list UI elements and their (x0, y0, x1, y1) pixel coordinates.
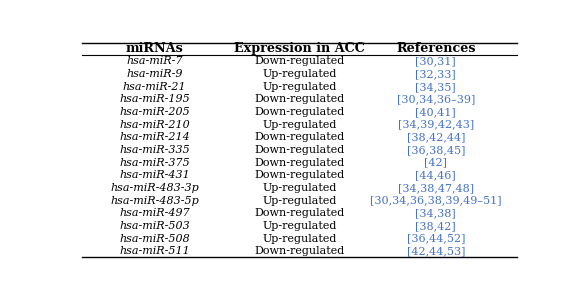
Text: hsa-miR-205: hsa-miR-205 (119, 107, 190, 117)
Text: [40,41]: [40,41] (415, 107, 456, 117)
Text: Up-regulated: Up-regulated (263, 233, 337, 244)
Text: [30,34,36–39]: [30,34,36–39] (397, 94, 475, 105)
Text: Down-regulated: Down-regulated (254, 145, 345, 155)
Text: hsa-miR-335: hsa-miR-335 (119, 145, 190, 155)
Text: [30,31]: [30,31] (415, 56, 456, 67)
Text: Up-regulated: Up-regulated (263, 120, 337, 130)
Text: hsa-miR-214: hsa-miR-214 (119, 132, 190, 142)
Text: Up-regulated: Up-regulated (263, 221, 337, 231)
Text: hsa-miR-508: hsa-miR-508 (119, 233, 190, 244)
Text: [30,34,36,38,39,49–51]: [30,34,36,38,39,49–51] (370, 195, 502, 206)
Text: miRNAs: miRNAs (126, 42, 184, 55)
Text: Up-regulated: Up-regulated (263, 195, 337, 206)
Text: hsa-miR-483-5p: hsa-miR-483-5p (111, 195, 199, 206)
Text: hsa-miR-503: hsa-miR-503 (119, 221, 190, 231)
Text: Up-regulated: Up-regulated (263, 183, 337, 193)
Text: [38,42,44]: [38,42,44] (407, 132, 465, 142)
Text: Up-regulated: Up-regulated (263, 69, 337, 79)
Text: Down-regulated: Down-regulated (254, 107, 345, 117)
Text: Down-regulated: Down-regulated (254, 132, 345, 142)
Text: Down-regulated: Down-regulated (254, 56, 345, 67)
Text: [34,35]: [34,35] (415, 82, 456, 92)
Text: [32,33]: [32,33] (415, 69, 456, 79)
Text: hsa-miR-21: hsa-miR-21 (123, 82, 187, 92)
Text: hsa-miR-195: hsa-miR-195 (119, 94, 190, 105)
Text: [34,39,42,43]: [34,39,42,43] (398, 120, 474, 130)
Text: Up-regulated: Up-regulated (263, 82, 337, 92)
Text: hsa-miR-210: hsa-miR-210 (119, 120, 190, 130)
Text: [44,46]: [44,46] (415, 170, 456, 180)
Text: hsa-miR-511: hsa-miR-511 (119, 246, 190, 256)
Text: Down-regulated: Down-regulated (254, 170, 345, 180)
Text: [42,44,53]: [42,44,53] (407, 246, 465, 256)
Text: Expression in ACC: Expression in ACC (235, 42, 365, 55)
Text: [34,38,47,48]: [34,38,47,48] (398, 183, 474, 193)
Text: hsa-miR-431: hsa-miR-431 (119, 170, 190, 180)
Text: hsa-miR-497: hsa-miR-497 (119, 208, 190, 218)
Text: Down-regulated: Down-regulated (254, 208, 345, 218)
Text: [36,44,52]: [36,44,52] (407, 233, 465, 244)
Text: Down-regulated: Down-regulated (254, 94, 345, 105)
Text: [38,42]: [38,42] (415, 221, 456, 231)
Text: [34,38]: [34,38] (415, 208, 456, 218)
Text: Down-regulated: Down-regulated (254, 246, 345, 256)
Text: hsa-miR-9: hsa-miR-9 (126, 69, 183, 79)
Text: hsa-miR-7: hsa-miR-7 (126, 56, 183, 67)
Text: [36,38,45]: [36,38,45] (407, 145, 465, 155)
Text: References: References (396, 42, 476, 55)
Text: [42]: [42] (424, 158, 448, 168)
Text: Down-regulated: Down-regulated (254, 158, 345, 168)
Text: hsa-miR-483-3p: hsa-miR-483-3p (111, 183, 199, 193)
Text: hsa-miR-375: hsa-miR-375 (119, 158, 190, 168)
